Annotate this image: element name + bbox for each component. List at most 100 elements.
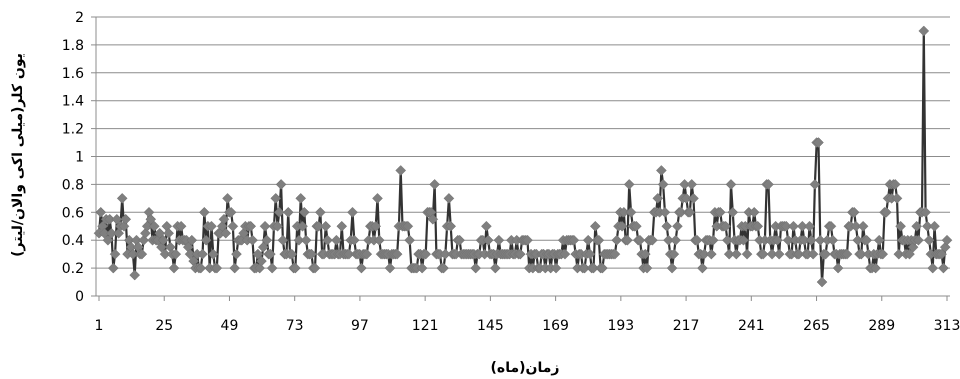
data-point [611, 234, 623, 246]
data-point [225, 206, 237, 218]
data-point [698, 248, 710, 260]
data-point [489, 262, 501, 274]
data-point [481, 220, 492, 232]
data-point [891, 192, 903, 204]
data-point [857, 220, 869, 232]
data-point [723, 248, 735, 260]
data-point [641, 262, 653, 274]
data-point [579, 262, 590, 274]
data-point [336, 220, 348, 232]
data-point [855, 248, 867, 260]
data-point [684, 206, 696, 218]
data-point [272, 220, 283, 232]
data-point [404, 234, 415, 246]
data-point [286, 248, 298, 260]
data-point [231, 248, 242, 260]
data-point [370, 220, 382, 232]
data-point [589, 220, 601, 232]
data-point [675, 206, 687, 218]
data-point [309, 262, 321, 274]
data-point [361, 248, 373, 260]
data-point [623, 179, 635, 190]
data-point [714, 206, 726, 218]
data-point [522, 234, 533, 246]
data-point [295, 192, 307, 204]
data-point [805, 234, 817, 246]
data-point [889, 179, 901, 190]
data-point [913, 234, 924, 246]
data-point [300, 234, 312, 246]
x-tick-label: 25 [155, 318, 173, 334]
x-tick-label: 145 [477, 318, 504, 334]
data-point [625, 206, 637, 218]
data-point [106, 227, 117, 239]
data-point [663, 234, 674, 246]
data-point [832, 262, 844, 274]
data-point [227, 220, 239, 232]
data-point [720, 220, 731, 232]
x-axis-title: زمان(ماه) [491, 360, 560, 376]
data-point [347, 206, 358, 218]
data-point [722, 234, 733, 246]
data-point [730, 248, 742, 260]
data-point [427, 213, 439, 225]
data-point [395, 165, 407, 176]
data-point [297, 220, 308, 232]
data-point [647, 234, 658, 246]
data-point [222, 192, 233, 204]
data-point [616, 220, 628, 232]
data-point [652, 192, 664, 204]
data-point [825, 220, 837, 232]
data-point [290, 262, 301, 274]
data-point [688, 192, 699, 204]
data-point [763, 179, 774, 190]
data-point [679, 179, 690, 190]
data-point [752, 220, 764, 232]
data-point [391, 248, 403, 260]
data-point [438, 262, 449, 274]
data-point [206, 220, 217, 232]
data-point [804, 220, 815, 232]
data-point [120, 213, 132, 225]
data-point [111, 213, 123, 225]
data-point [593, 234, 605, 246]
data-point [588, 262, 599, 274]
data-point [697, 262, 708, 274]
data-point [163, 227, 174, 239]
data-point [218, 213, 230, 225]
data-point [550, 262, 562, 274]
data-point [841, 248, 853, 260]
data-point [154, 227, 166, 239]
data-point [420, 248, 432, 260]
data-point [306, 248, 317, 260]
data-point [104, 213, 116, 225]
data-point [343, 248, 355, 260]
data-point [514, 248, 526, 260]
data-point [656, 165, 667, 176]
x-tick-label: 1 [95, 318, 104, 334]
data-point [384, 262, 396, 274]
y-tick-label: 0.4 [62, 233, 84, 249]
data-point [197, 248, 208, 260]
data-point [918, 25, 930, 37]
x-tick-label: 313 [934, 318, 960, 334]
data-point [666, 262, 678, 274]
data-point [198, 206, 210, 218]
data-point [582, 234, 594, 246]
data-point [257, 241, 269, 253]
data-point [738, 234, 749, 246]
data-point [127, 248, 139, 260]
data-point [609, 248, 621, 260]
y-tick-label: 0.8 [62, 177, 84, 193]
data-point [757, 248, 769, 260]
x-tick-label: 73 [286, 318, 304, 334]
data-point [429, 179, 440, 190]
data-point [356, 262, 367, 274]
y-tick-label: 1.8 [62, 38, 84, 54]
data-point [793, 248, 805, 260]
data-point [265, 248, 276, 260]
data-point [256, 255, 267, 267]
y-tick-label: 1.2 [62, 122, 84, 138]
